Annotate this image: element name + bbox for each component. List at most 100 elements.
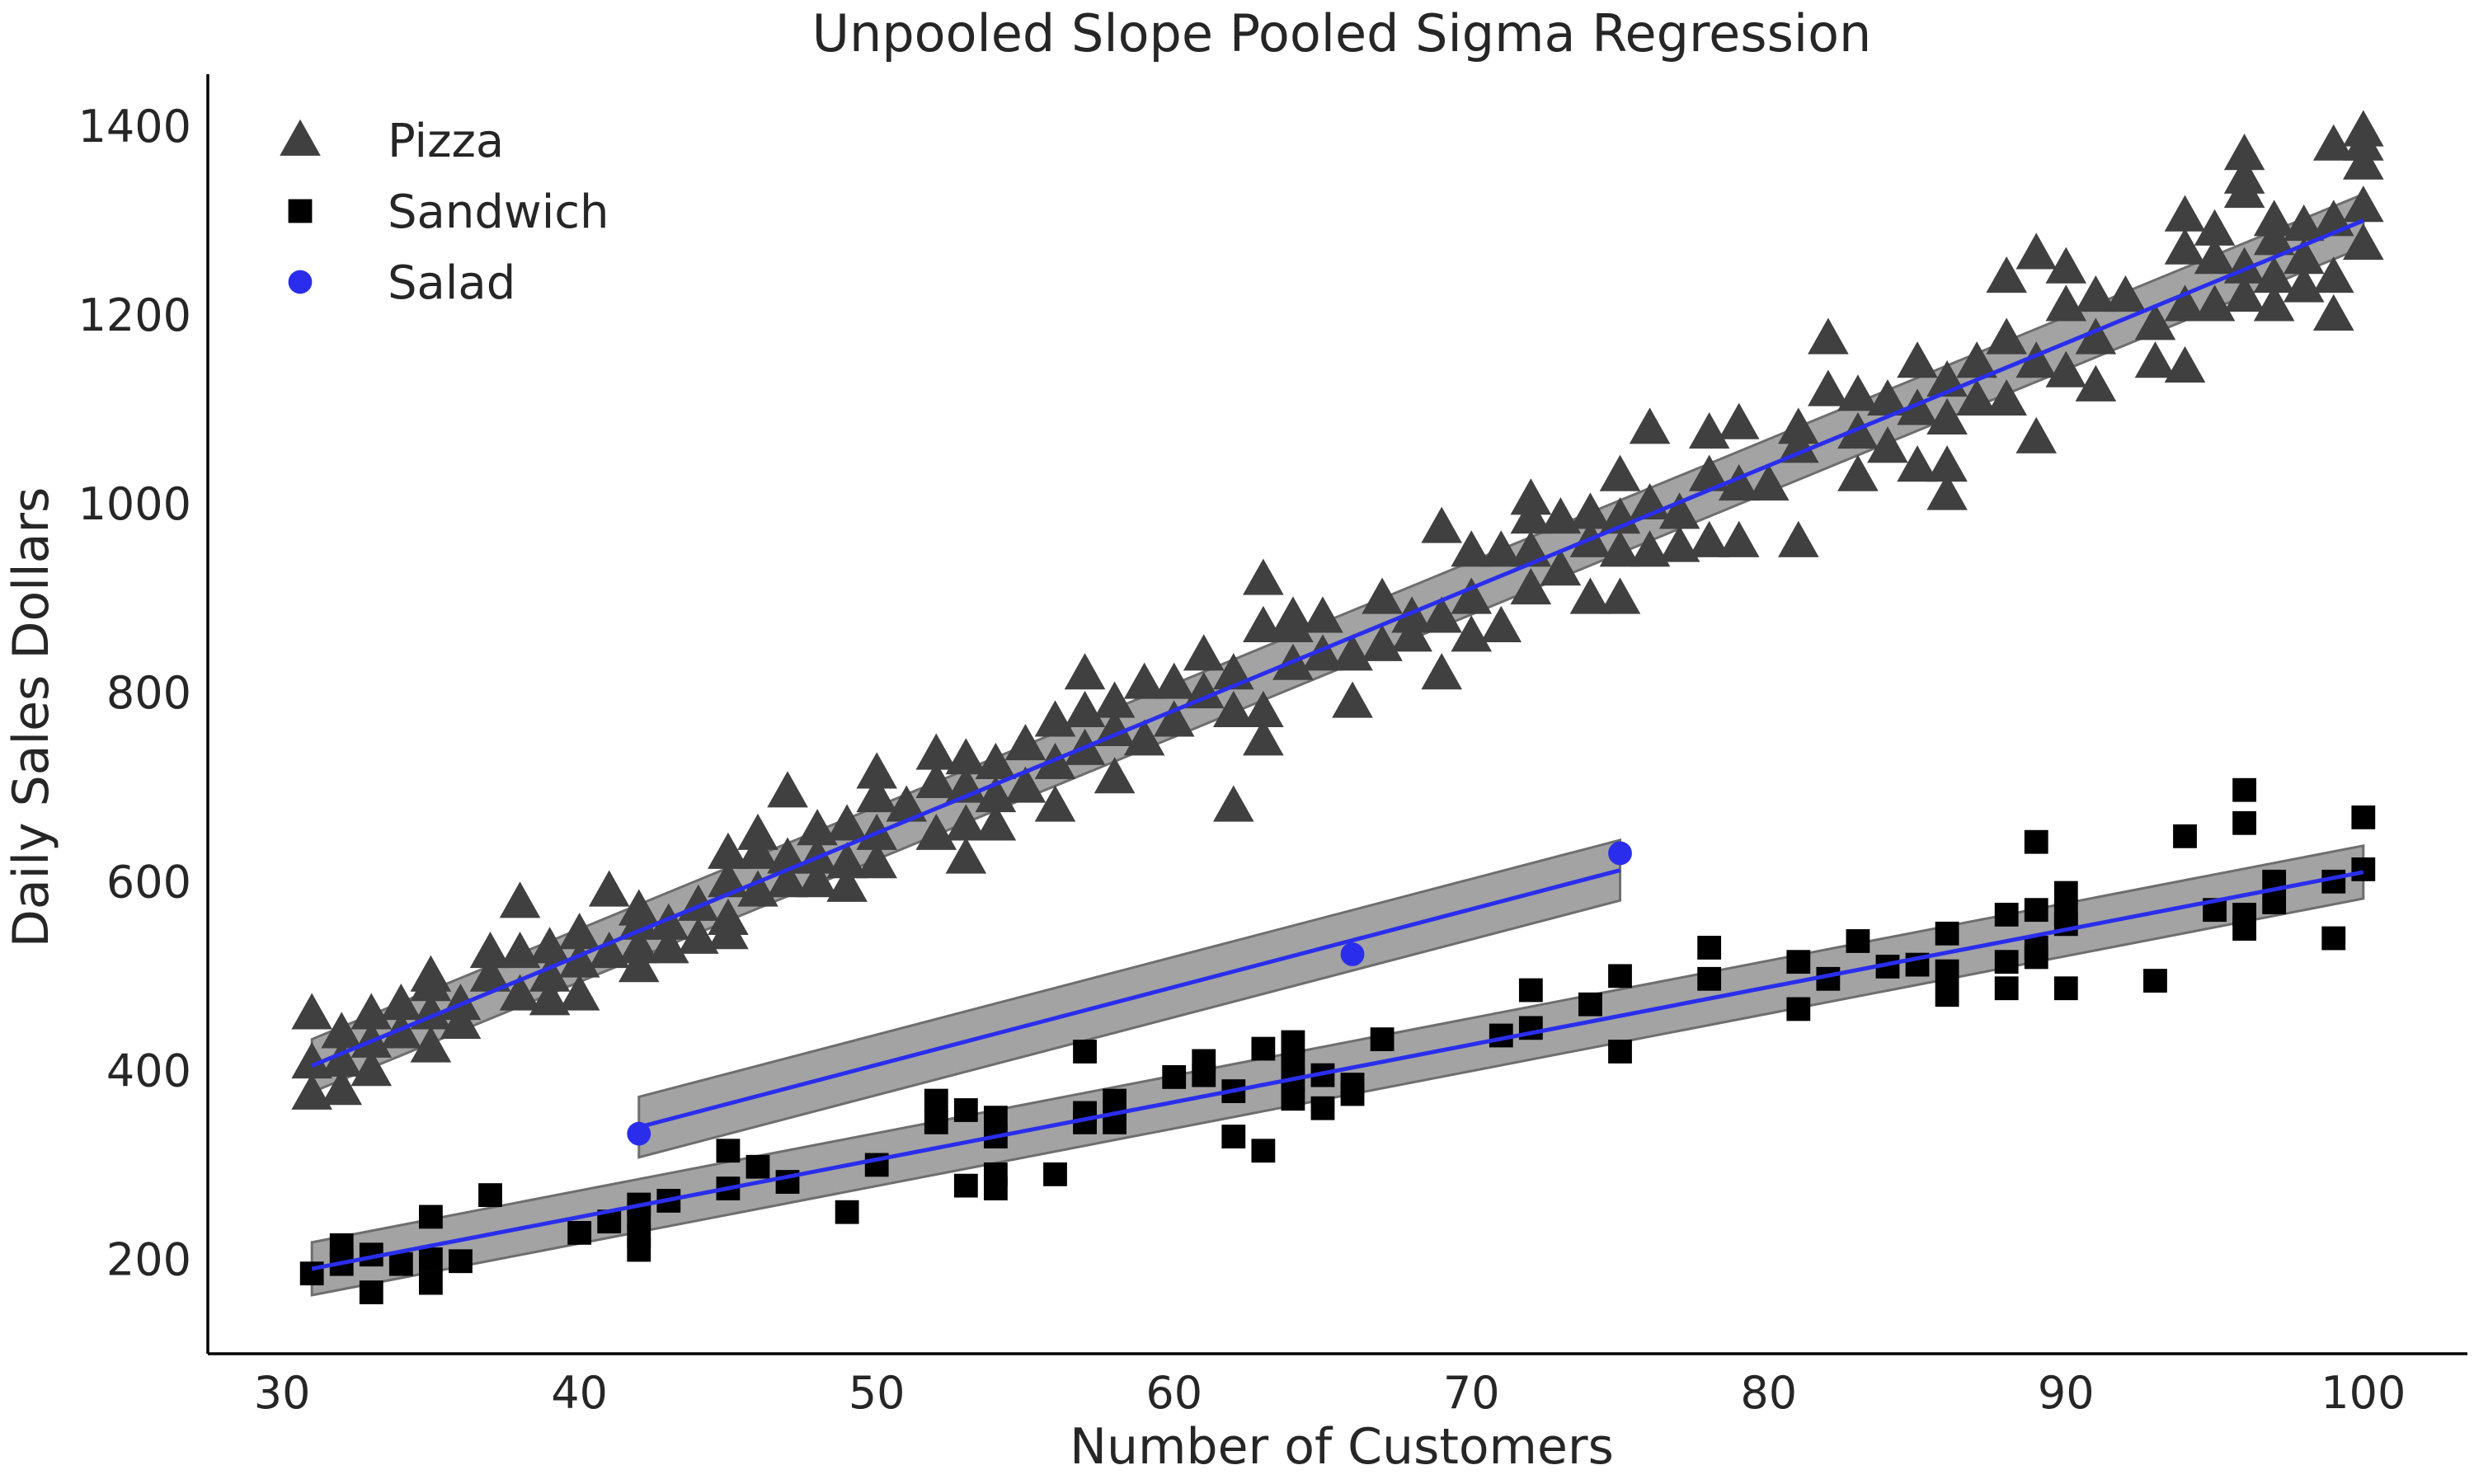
chart-title: Unpooled Slope Pooled Sigma Regression: [812, 3, 1872, 63]
pizza-point-185: [2253, 256, 2295, 294]
pizza-point-199: [2343, 110, 2384, 147]
pizza-point-191: [2312, 294, 2354, 331]
pizza-point-87: [1213, 785, 1254, 822]
x-tick-label: 70: [1443, 1367, 1500, 1419]
pizza-point-48: [767, 771, 808, 808]
pizza-point-164: [2045, 284, 2087, 322]
pizza-point-106: [1421, 596, 1462, 633]
pizza-point-137: [1747, 464, 1790, 501]
sandwich-point-58: [1578, 992, 1602, 1017]
data-points: [291, 110, 2384, 1304]
pizza-point-72: [1034, 785, 1076, 822]
pizza-point-108: [1451, 615, 1493, 652]
pizza-point-195: [2343, 223, 2384, 261]
pizza-point-179: [2223, 275, 2265, 312]
pizza-point-29: [588, 932, 630, 969]
legend-marker-pizza: [280, 119, 321, 156]
pizza-point-57: [856, 776, 897, 813]
pizza-point-52: [826, 865, 868, 902]
pizza-point-7: [350, 1050, 393, 1087]
fit-line-1: [311, 218, 2364, 1068]
pizza-point-100: [1332, 634, 1373, 671]
pizza-point-143: [1837, 454, 1879, 491]
pizza-point-184: [2253, 284, 2295, 322]
pizza-point-82: [1123, 662, 1165, 699]
sandwich-point-53: [1340, 1073, 1365, 1097]
pizza-point-167: [2075, 317, 2117, 355]
legend-label-sandwich: Sandwich: [388, 186, 609, 239]
pizza-point-26: [558, 974, 600, 1011]
sandwich-point-20: [716, 1139, 741, 1163]
sandwich-point-32: [983, 1106, 1008, 1130]
pizza-point-31: [618, 946, 660, 983]
pizza-point-43: [737, 870, 778, 907]
pizza-point-85: [1183, 672, 1225, 709]
pizza-point-178: [2194, 209, 2236, 246]
pizza-point-81: [1123, 719, 1165, 756]
sandwich-point-42: [1221, 1125, 1246, 1148]
pizza-point-79: [1094, 709, 1136, 746]
sandwich-point-64: [1786, 950, 1811, 974]
sandwich-point-7: [418, 1270, 443, 1295]
pizza-point-145: [1837, 374, 1879, 411]
pizza-point-77: [1064, 653, 1106, 690]
sandwich-point-33: [1043, 1162, 1067, 1186]
pizza-point-170: [2134, 341, 2176, 378]
sandwich-point-74: [1994, 902, 2019, 927]
sandwich-point-61: [1697, 966, 1722, 991]
x-tick-label: 40: [551, 1367, 608, 1419]
sandwich-point-81: [2053, 902, 2078, 927]
pizza-point-76: [1064, 690, 1106, 728]
pizza-point-176: [2194, 284, 2236, 322]
fit-line-3: [638, 868, 1621, 1129]
pizza-point-54: [826, 804, 868, 841]
pizza-point-150: [1897, 341, 1938, 378]
pizza-point-157: [1986, 378, 2027, 416]
pizza-point-110: [1451, 530, 1493, 567]
sandwich-point-41: [1192, 1049, 1216, 1073]
pizza-point-168: [2075, 275, 2117, 312]
pizza-point-160: [2015, 416, 2058, 453]
pizza-point-49: [797, 861, 838, 898]
pizza-point-111: [1480, 605, 1522, 642]
pizza-point-40: [708, 898, 749, 936]
sandwich-point-88: [2232, 810, 2257, 835]
pizza-point-59: [886, 785, 928, 822]
pizza-point-123: [1599, 530, 1641, 567]
pizza-point-171: [2134, 303, 2176, 340]
pizza-point-132: [1688, 454, 1730, 491]
pizza-point-21: [499, 932, 541, 969]
pizza-point-98: [1302, 596, 1343, 633]
pizza-point-12: [410, 1026, 452, 1063]
pizza-point-34: [618, 889, 660, 926]
salad-point-3: [1608, 841, 1632, 866]
sandwich-point-9: [418, 1205, 443, 1229]
pizza-point-196: [2343, 186, 2384, 223]
x-tick-label: 50: [849, 1367, 905, 1419]
sandwich-point-84: [2173, 824, 2197, 848]
pizza-point-24: [529, 955, 571, 992]
sandwich-point-82: [2053, 881, 2078, 905]
x-tick-label: 60: [1145, 1367, 1202, 1419]
pizza-point-66: [945, 738, 987, 775]
pizza-point-121: [1569, 492, 1611, 529]
pizza-point-5: [321, 1040, 363, 1077]
legend-label-salad: Salad: [388, 256, 515, 310]
sandwich-point-26: [924, 1088, 948, 1113]
pizza-point-151: [1926, 473, 1968, 510]
pizza-point-70: [1004, 766, 1047, 803]
y-tick-label: 200: [106, 1233, 191, 1285]
pizza-point-125: [1599, 454, 1641, 491]
pizza-point-68: [975, 776, 1017, 813]
y-axis-label: Daily Sales Dollars: [2, 487, 60, 948]
sandwich-point-62: [1697, 936, 1722, 960]
pizza-point-139: [1778, 426, 1819, 463]
pizza-point-42: [708, 832, 749, 869]
x-tick-label: 80: [1740, 1367, 1797, 1419]
sandwich-point-83: [2143, 969, 2167, 993]
pizza-point-32: [618, 927, 660, 964]
pizza-point-92: [1243, 605, 1284, 642]
pizza-point-128: [1629, 407, 1671, 444]
sandwich-point-57: [1518, 978, 1543, 1003]
